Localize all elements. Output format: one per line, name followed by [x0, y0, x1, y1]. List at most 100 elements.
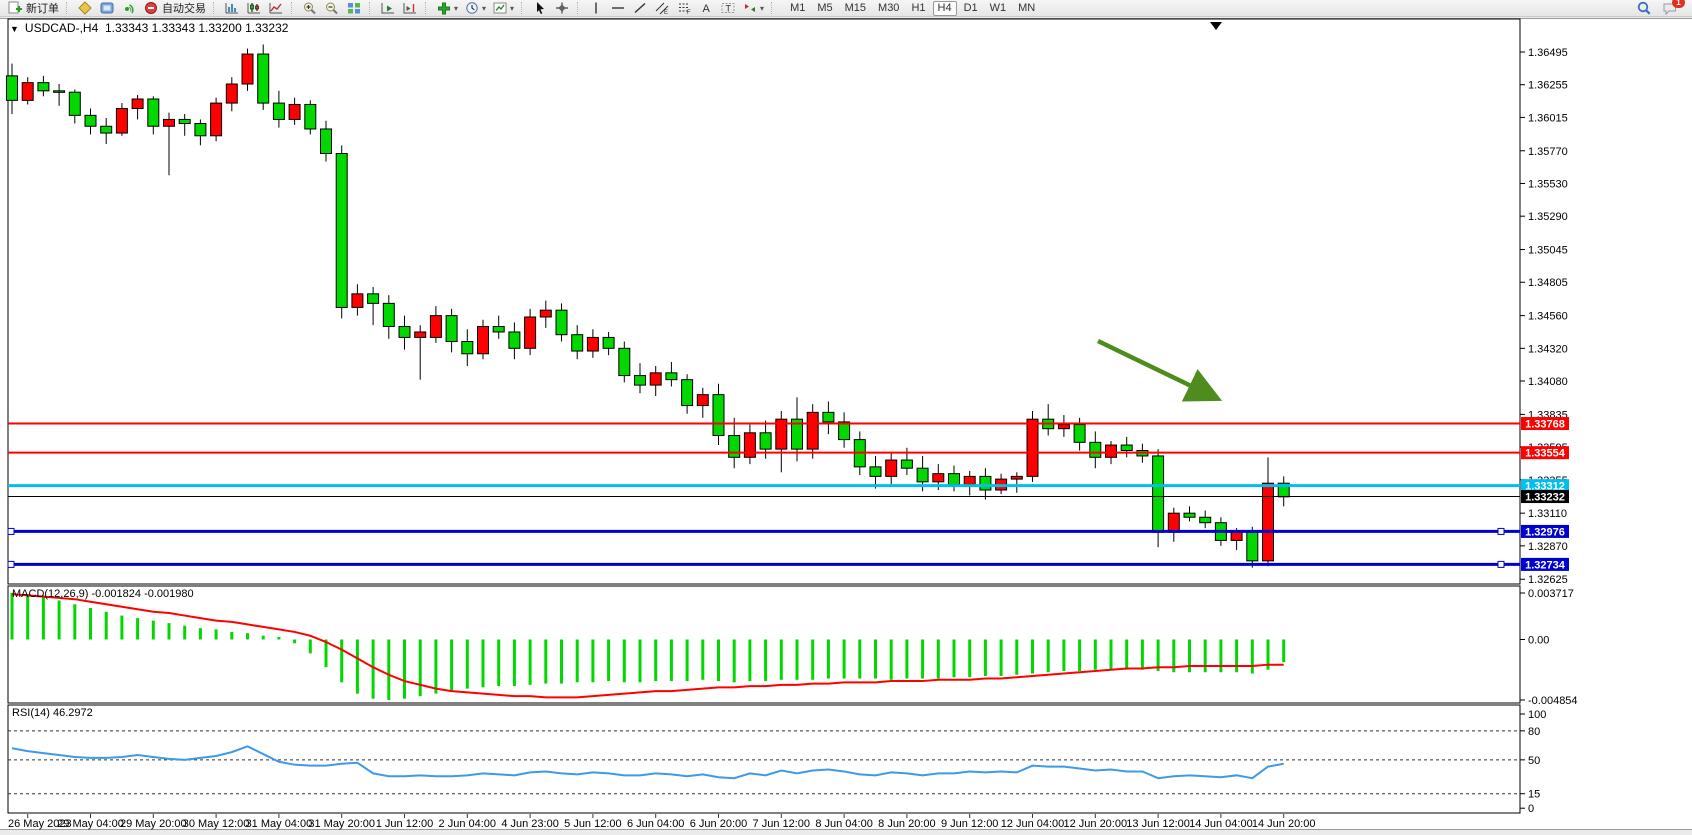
svg-text:1 Jun 12:00: 1 Jun 12:00 [376, 818, 434, 830]
metaeditor-button[interactable] [74, 1, 96, 16]
terminal-button[interactable] [96, 1, 118, 16]
svg-text:5 Jun 12:00: 5 Jun 12:00 [564, 818, 622, 830]
toolbar-separator [577, 2, 581, 14]
autotrading-button[interactable]: 自动交易 [140, 1, 209, 16]
templates-icon [492, 1, 508, 15]
svg-text:14 Jun 04:00: 14 Jun 04:00 [1189, 818, 1253, 830]
svg-text:50: 50 [1528, 755, 1540, 767]
svg-text:1.32870: 1.32870 [1528, 541, 1568, 553]
svg-text:1.32734: 1.32734 [1525, 559, 1566, 571]
signals-button[interactable] [118, 1, 140, 16]
fibonacci-tool-button[interactable]: F [673, 1, 695, 16]
autotrading-icon [143, 1, 159, 15]
svg-text:14 Jun 20:00: 14 Jun 20:00 [1252, 818, 1316, 830]
zoom-out-icon [324, 1, 340, 15]
scroll-to-end-marker[interactable] [1210, 22, 1222, 30]
terminal-icon [99, 1, 115, 15]
svg-text:6 Jun 04:00: 6 Jun 04:00 [627, 818, 685, 830]
new-order-button[interactable]: 新订单 [4, 1, 62, 16]
svg-text:100: 100 [1528, 709, 1546, 721]
tf-button-w1[interactable]: W1 [989, 1, 1007, 14]
svg-text:1.34080: 1.34080 [1528, 376, 1568, 388]
tf-button-h1[interactable]: H1 [911, 1, 926, 14]
bar-chart-icon [224, 1, 240, 15]
svg-text:1.32625: 1.32625 [1528, 574, 1568, 586]
search-icon[interactable] [1636, 1, 1652, 15]
svg-text:A: A [703, 3, 711, 15]
arrows-tool-button[interactable]: ▾ [739, 1, 767, 16]
toolbar-separator [425, 2, 429, 14]
svg-text:0.003717: 0.003717 [1528, 588, 1574, 600]
text-label-tool-button[interactable]: T [717, 1, 739, 16]
svg-text:80: 80 [1528, 726, 1540, 738]
vertical-line-tool-button[interactable] [585, 1, 607, 16]
rsi-panel: 100 80 50 15 0 [8, 709, 1546, 815]
arrows-icon [742, 1, 758, 15]
chart-shift-button[interactable] [399, 1, 421, 16]
svg-text:31 May 20:00: 31 May 20:00 [308, 818, 375, 830]
svg-text:1.34805: 1.34805 [1528, 277, 1568, 289]
auto-scroll-button[interactable] [377, 1, 399, 16]
svg-text:1.33554: 1.33554 [1525, 448, 1566, 460]
indicators-button[interactable]: ▾ [433, 1, 461, 16]
tf-button-h4[interactable]: H4 [932, 0, 957, 16]
svg-text:1.36015: 1.36015 [1528, 112, 1568, 124]
chevron-down-icon: ▾ [510, 3, 515, 13]
zoom-in-button[interactable] [299, 1, 321, 16]
line-chart-icon [268, 1, 284, 15]
svg-text:8 Jun 04:00: 8 Jun 04:00 [815, 818, 873, 830]
svg-text:7 Jun 12:00: 7 Jun 12:00 [753, 818, 811, 830]
svg-text:1.36255: 1.36255 [1528, 80, 1568, 92]
cursor-button[interactable] [529, 1, 551, 16]
candles [6, 44, 1290, 568]
auto-scroll-icon [380, 1, 396, 15]
cursor-icon [532, 1, 548, 15]
new-order-label: 新订单 [26, 3, 59, 15]
crosshair-button[interactable] [551, 1, 573, 16]
chevron-down-icon: ▾ [760, 3, 765, 13]
svg-text:1.33232: 1.33232 [1525, 492, 1565, 504]
svg-text:1.34320: 1.34320 [1528, 343, 1568, 355]
toolbar-separator [213, 2, 217, 14]
level-lines[interactable]: 1.33768 1.33554 1.33312 1.32976 1.32734 1.332… [7, 417, 1569, 571]
tile-windows-button[interactable] [343, 1, 365, 16]
trendline-tool-button[interactable] [629, 1, 651, 16]
toolbar-separator [66, 2, 70, 14]
tf-button-m5[interactable]: M5 [817, 1, 833, 14]
chat-icon[interactable]: 1 [1662, 0, 1685, 15]
svg-text:0.00: 0.00 [1528, 635, 1549, 647]
svg-text:13 Jun 12:00: 13 Jun 12:00 [1126, 818, 1190, 830]
tf-button-d1[interactable]: D1 [963, 1, 978, 14]
macd-panel: 0.003717 0.00 -0.004854 [10, 588, 1578, 707]
svg-text:1.36495: 1.36495 [1528, 47, 1568, 59]
svg-text:E: E [664, 10, 668, 15]
autotrading-label: 自动交易 [162, 3, 206, 15]
annotation-arrow[interactable] [1097, 338, 1223, 402]
candlestick-chart-button[interactable] [243, 1, 265, 16]
periods-button[interactable]: ▾ [461, 1, 489, 16]
svg-text:1.35045: 1.35045 [1528, 245, 1568, 257]
templates-button[interactable]: ▾ [489, 1, 517, 16]
line-chart-button[interactable] [265, 1, 287, 16]
indicators-icon [436, 1, 452, 15]
zoom-out-button[interactable] [321, 1, 343, 16]
chevron-down-icon: ▾ [482, 3, 487, 13]
equidistant-channel-tool-button[interactable]: E [651, 1, 673, 16]
svg-text:15: 15 [1528, 789, 1540, 801]
svg-text:29 May 04:00: 29 May 04:00 [57, 818, 124, 830]
tf-button-mn[interactable]: MN [1018, 1, 1036, 14]
bar-chart-button[interactable] [221, 1, 243, 16]
svg-text:6 Jun 20:00: 6 Jun 20:00 [690, 818, 748, 830]
text-tool-button[interactable]: A [695, 1, 717, 16]
horizontal-line-tool-button[interactable] [607, 1, 629, 16]
tf-button-m30[interactable]: M30 [878, 1, 900, 14]
vertical-line-icon [588, 1, 604, 15]
svg-text:1.33768: 1.33768 [1525, 419, 1565, 431]
chart-shift-icon [402, 1, 418, 15]
tf-button-m1[interactable]: M1 [790, 1, 806, 14]
tile-windows-icon [346, 1, 362, 15]
clock-icon [464, 1, 480, 15]
tf-button-m15[interactable]: M15 [844, 1, 867, 14]
